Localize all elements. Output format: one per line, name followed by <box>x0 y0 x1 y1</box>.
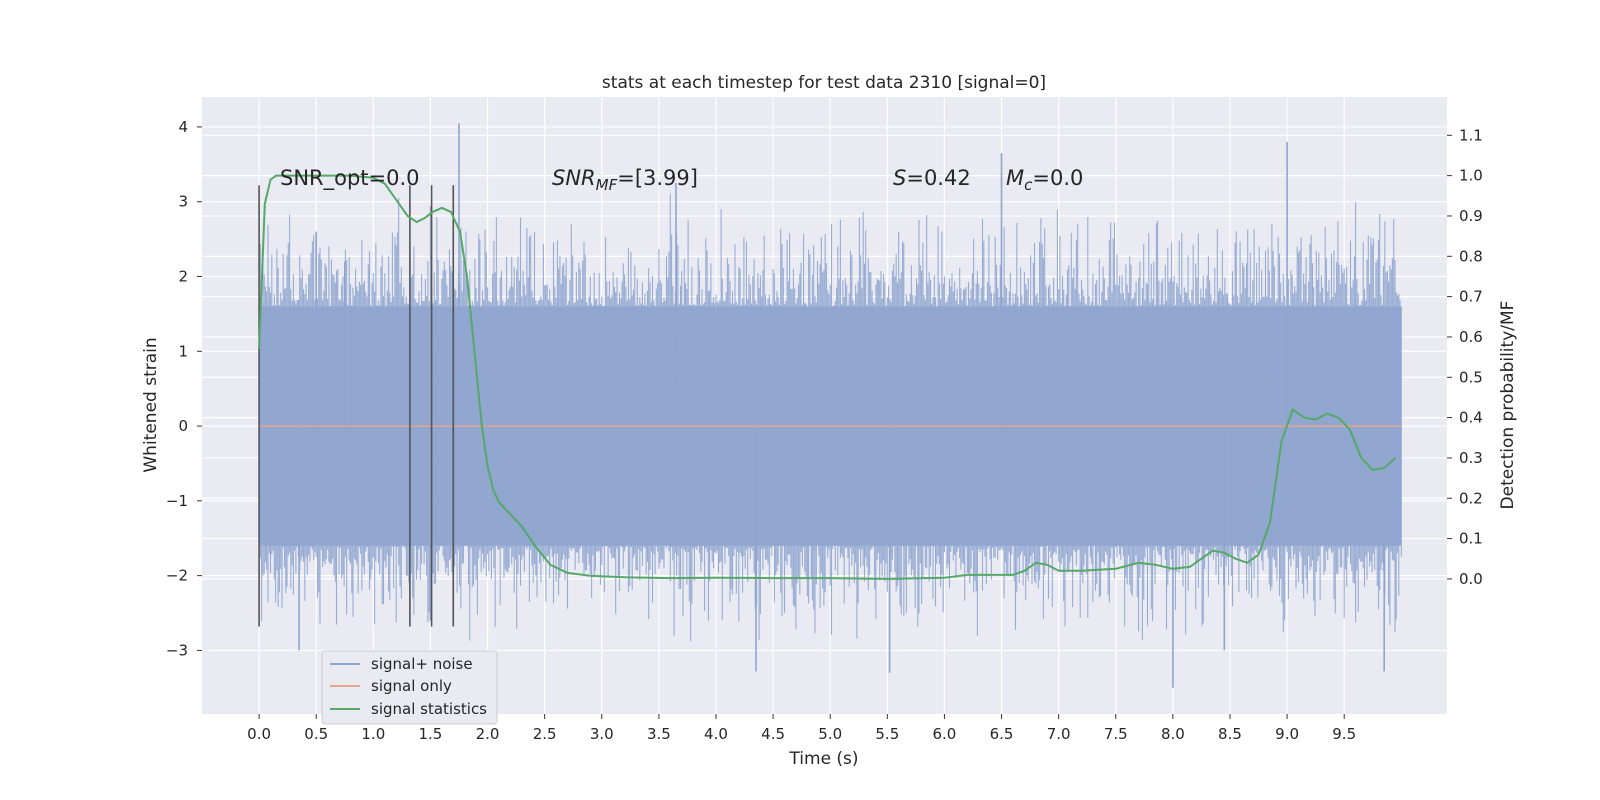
y-tick-label: 0 <box>178 417 188 435</box>
x-tick-label: 6.5 <box>990 725 1014 743</box>
x-tick-label: 2.0 <box>476 725 500 743</box>
annotation-mc-subscript: c <box>1024 176 1033 194</box>
y2-tick-label: 0.7 <box>1459 288 1483 306</box>
x-tick-label: 2.5 <box>533 725 557 743</box>
y-tick-label: −3 <box>166 641 188 659</box>
y2-tick-label: 0.5 <box>1459 368 1483 386</box>
x-tick-label: 0.0 <box>247 725 271 743</box>
annotation-snr-opt: SNR_opt=0.0 <box>280 166 420 191</box>
y2-tick-label: 1.0 <box>1459 167 1483 185</box>
y-tick-label: 4 <box>178 118 188 136</box>
annotation-s: S=0.42 <box>893 166 971 190</box>
noise-notable-spikes <box>298 123 1385 688</box>
x-tick-label: 9.5 <box>1332 725 1356 743</box>
x-axis-ticks: 0.0 0.5 1.0 1.5 2.0 2.5 3.0 3.5 4.0 4.5 5.0 5.5 6.0 6… <box>247 714 1356 743</box>
y2-axis-ticks: 0.0 0.1 0.2 0.3 0.4 0.5 0.6 0.7 0.8 0.9 1.0 1.1 <box>1447 126 1483 588</box>
annotation-snr-mf-subscript: MF <box>596 176 618 194</box>
x-tick-label: 3.5 <box>647 725 671 743</box>
series-signal-statistics <box>258 174 1397 580</box>
y2-axis-label: Detection probability/MF <box>1498 301 1518 510</box>
x-tick-label: 3.0 <box>590 725 614 743</box>
y-tick-label: 3 <box>178 193 188 211</box>
x-tick-label: 4.5 <box>761 725 785 743</box>
y-tick-label: 2 <box>178 267 188 285</box>
y2-tick-label: 0.0 <box>1459 570 1483 588</box>
y2-tick-label: 1.1 <box>1459 126 1483 144</box>
annotation-mc: Mc=0.0 <box>1006 166 1083 194</box>
chart-title: stats at each timestep for test data 231… <box>602 73 1046 93</box>
x-tick-label: 4.0 <box>704 725 728 743</box>
y2-tick-label: 0.9 <box>1459 207 1483 225</box>
x-tick-label: 5.0 <box>818 725 842 743</box>
x-tick-label: 5.5 <box>875 725 899 743</box>
legend-box <box>321 650 498 725</box>
y2-tick-label: 0.8 <box>1459 247 1483 265</box>
x-tick-label: 8.0 <box>1161 725 1185 743</box>
x-tick-label: 1.0 <box>361 725 385 743</box>
x-tick-label: 7.5 <box>1104 725 1128 743</box>
vertical-markers <box>258 185 455 627</box>
annotation-snr-mf-value: =[3.99] <box>617 166 698 190</box>
x-tick-label: 7.0 <box>1047 725 1071 743</box>
annotation-snr-mf: SNRMF=[3.99] <box>552 166 698 194</box>
y-tick-label: 1 <box>178 342 188 360</box>
legend-label-signal-statistics: signal statistics <box>371 700 487 718</box>
y2-tick-label: 0.1 <box>1459 530 1483 548</box>
x-tick-label: 6.0 <box>933 725 957 743</box>
x-tick-label: 1.5 <box>419 725 443 743</box>
y2-tick-label: 0.3 <box>1459 449 1483 467</box>
annotation-s-label: S <box>893 166 906 190</box>
y2-tick-label: 0.4 <box>1459 409 1483 427</box>
y-tick-label: −2 <box>166 567 188 585</box>
legend-label-signal-noise: signal+ noise <box>371 655 473 673</box>
legend: signal+ noise signal only signal statist… <box>321 650 498 725</box>
annotation-snr-mf-label: SNR <box>552 166 596 190</box>
x-tick-label: 8.5 <box>1218 725 1242 743</box>
x-tick-label: 9.0 <box>1275 725 1299 743</box>
legend-label-signal-only: signal only <box>371 677 452 695</box>
y2-tick-label: 0.2 <box>1459 489 1483 507</box>
y-axis-ticks: −3 −2 −1 0 1 2 3 4 <box>166 118 202 659</box>
y2-tick-label: 0.6 <box>1459 328 1483 346</box>
annotation-mc-value: =0.0 <box>1032 166 1083 190</box>
x-tick-label: 0.5 <box>304 725 328 743</box>
y-tick-label: −1 <box>166 492 188 510</box>
annotation-mc-label: M <box>1006 166 1024 190</box>
annotation-s-value: =0.42 <box>906 166 970 190</box>
x-axis-label: Time (s) <box>788 749 858 769</box>
y-axis-label: Whitened strain <box>141 337 161 472</box>
